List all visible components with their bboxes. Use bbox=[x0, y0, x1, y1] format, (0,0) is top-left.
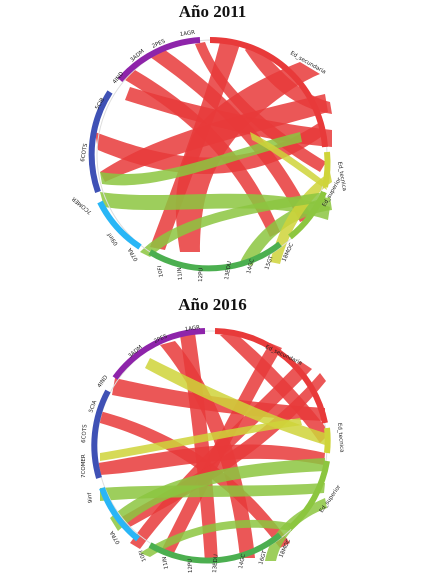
ribbon bbox=[140, 519, 292, 557]
arc-ed-secundaria bbox=[214, 328, 328, 424]
segment-label: 9inf bbox=[87, 491, 94, 503]
chord-diagram-2016: Ed_secundaria Ed_tecnica Ed_superior 18M… bbox=[81, 325, 345, 574]
segment-label: 11IN bbox=[162, 556, 170, 570]
segment-label: 6COTS bbox=[81, 424, 89, 443]
segment-label: Ed_tecnica bbox=[336, 161, 347, 191]
segment-label: 4IND bbox=[97, 375, 110, 389]
arc-agr bbox=[112, 328, 206, 380]
arc-professions bbox=[148, 532, 282, 564]
ribbons bbox=[95, 42, 332, 266]
ribbons bbox=[98, 333, 330, 563]
arc-ed-superior bbox=[287, 460, 330, 531]
arc-ed-superior bbox=[288, 190, 327, 240]
ring-arcs bbox=[88, 36, 331, 272]
ribbon bbox=[195, 42, 326, 172]
segment-label: 07RA bbox=[109, 529, 121, 545]
segment-label: 12PU bbox=[188, 559, 194, 574]
ribbon bbox=[130, 361, 312, 549]
arc-services bbox=[97, 200, 142, 250]
ribbon bbox=[100, 411, 290, 548]
ribbon bbox=[100, 132, 302, 186]
chord-diagram-2011: Ed_secundaria Ed_tecnica Ed_superior 18M… bbox=[71, 30, 347, 283]
segment-label: 11IN bbox=[177, 267, 184, 280]
segment-label: 6COTS bbox=[80, 143, 89, 163]
segment-label: 5CIA bbox=[88, 399, 98, 413]
segment-label: Ed_tecnica bbox=[336, 423, 345, 453]
segment-label: 12PU bbox=[198, 268, 204, 283]
arc-cots bbox=[91, 389, 111, 479]
segment-label: 2PES bbox=[153, 333, 168, 344]
ribbon bbox=[95, 122, 325, 174]
panel-title-2011: Año 2011 bbox=[178, 2, 247, 21]
ribbon bbox=[265, 498, 327, 561]
panel-title-2016: Año 2016 bbox=[178, 295, 247, 314]
arc-services bbox=[99, 486, 140, 542]
arc-ed-tecnica bbox=[322, 151, 331, 188]
ribbon bbox=[250, 132, 327, 190]
arc-cots bbox=[88, 90, 113, 193]
segment-label: 10FI bbox=[138, 549, 148, 562]
arc-agr bbox=[117, 37, 201, 82]
segment-label: 16GT bbox=[258, 549, 268, 565]
ribbon bbox=[100, 483, 325, 501]
ribbon bbox=[120, 67, 280, 237]
segment-label: 7COMER bbox=[81, 454, 87, 478]
segment-label: 09inf bbox=[106, 231, 120, 247]
segment-label: 1AGR bbox=[179, 30, 195, 38]
segment-label: 13EDU bbox=[212, 554, 220, 573]
ribbon bbox=[100, 418, 302, 461]
segment-label: 14GC bbox=[246, 258, 256, 274]
ribbon bbox=[175, 62, 320, 252]
segment-label: 7COMER bbox=[71, 195, 93, 215]
segment-label: 15GT bbox=[264, 254, 275, 270]
arc-ed-secundaria bbox=[209, 36, 328, 148]
ribbon bbox=[100, 192, 330, 220]
segment-label: 5CIB bbox=[95, 97, 107, 111]
ring-arcs bbox=[91, 328, 331, 564]
segment-label: 13EDU bbox=[224, 261, 233, 280]
segment-label: 14GC bbox=[238, 553, 247, 569]
segment-label: 2PES bbox=[151, 38, 166, 49]
segment-label: 10FI bbox=[157, 265, 165, 278]
ribbon bbox=[160, 341, 255, 558]
ribbon bbox=[140, 192, 326, 257]
arc-ed-tecnica bbox=[324, 427, 331, 454]
arc-professions bbox=[148, 241, 282, 272]
segment-label: 1AGR bbox=[184, 325, 200, 333]
